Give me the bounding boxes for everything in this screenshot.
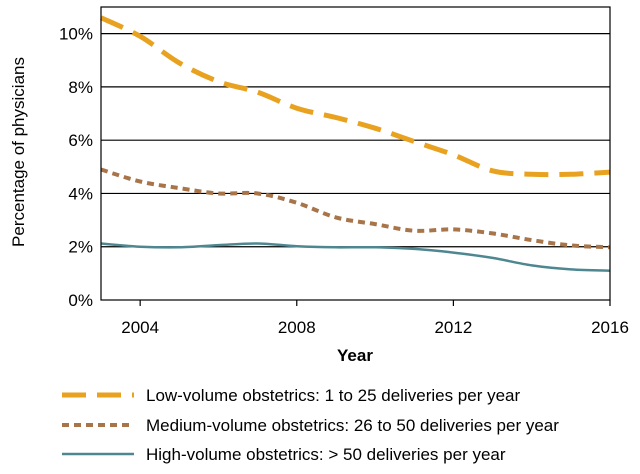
legend-label-1: Low-volume obstetrics: 1 to 25 deliverie… [146,386,521,405]
series-line-1 [99,15,611,178]
series-line-2 [100,167,611,250]
y-tick-labels: 0% 2% 4% 6% 8% 10% [59,25,93,310]
x-axis-title: Year [337,346,373,365]
legend-label-2: Medium-volume obstetrics: 26 to 50 deliv… [146,416,559,435]
y-tick-label: 2% [68,238,93,257]
grid-layer [101,33,610,248]
series-layer [99,15,611,272]
y-tick-label: 0% [68,291,93,310]
axes-layer [100,6,611,306]
x-tick-label: 2004 [121,318,159,337]
y-tick-label: 8% [68,78,93,97]
x-tick-labels: 2004 2008 2012 2016 [121,318,629,337]
y-tick-label: 6% [68,131,93,150]
x-tick-label: 2016 [591,318,629,337]
y-tick-label: 10% [59,25,93,44]
x-tick-label: 2008 [278,318,316,337]
legend-label-3: High-volume obstetrics: > 50 deliveries … [146,445,506,464]
plot-frame [100,6,611,301]
series-line-3 [100,242,611,272]
y-axis-title: Percentage of physicians [9,57,28,247]
x-tick-label: 2012 [434,318,472,337]
legend: Low-volume obstetrics: 1 to 25 deliverie… [62,386,559,464]
y-tick-label: 4% [68,184,93,203]
